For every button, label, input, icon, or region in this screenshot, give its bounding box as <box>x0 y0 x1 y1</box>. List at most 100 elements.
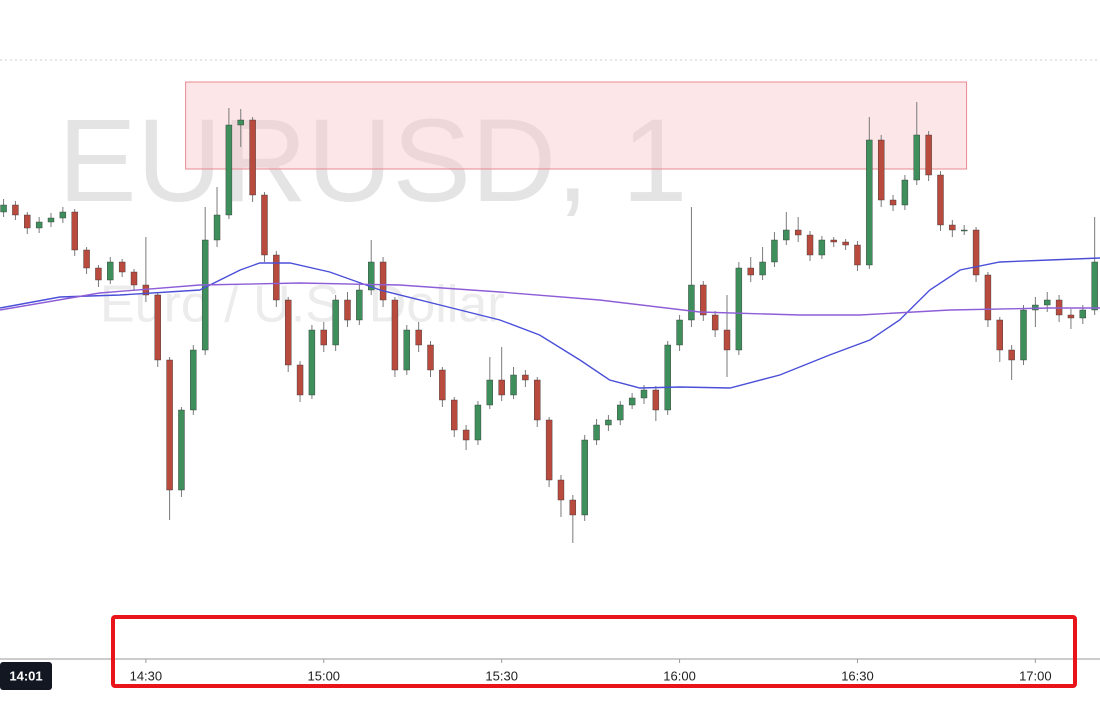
candle-body <box>747 267 754 276</box>
candle-body <box>427 344 434 371</box>
crosshair-label: 14:01 <box>9 668 42 683</box>
candle-body <box>1032 304 1039 311</box>
candle-body <box>877 139 885 201</box>
x-tick-label: 15:00 <box>308 668 341 683</box>
candle-body <box>569 499 577 516</box>
candle-body <box>771 239 778 263</box>
moving-average <box>0 257 1100 389</box>
candle-body <box>1044 299 1051 306</box>
time-axis: 14:30 15:00 15:30 16:00 16:30 17:00 <box>130 659 1052 683</box>
candle-body <box>213 214 221 241</box>
candle-body <box>664 344 671 411</box>
candle-body <box>344 299 351 321</box>
candle-body <box>118 261 126 273</box>
candle-body <box>190 349 197 411</box>
candle-body <box>284 299 292 366</box>
crosshair-label-box <box>0 662 52 690</box>
candle-body <box>901 179 909 206</box>
candle-body <box>356 289 363 321</box>
candle-body <box>783 229 790 241</box>
candle-body <box>486 379 494 406</box>
highlight-box <box>111 615 1077 688</box>
candle-body <box>178 409 185 491</box>
candle-body <box>0 204 7 213</box>
candle-body <box>676 319 683 346</box>
candle-body <box>379 261 387 301</box>
candle-body <box>510 374 517 396</box>
candle-body <box>261 194 268 256</box>
candle-body <box>391 299 399 371</box>
x-tick-label: 14:30 <box>130 668 163 683</box>
candle-body <box>332 299 339 346</box>
plot-area <box>0 81 1100 543</box>
candle-body <box>984 274 992 321</box>
candle-body <box>818 239 826 256</box>
candle-body <box>557 479 565 501</box>
x-tick-label: 16:30 <box>841 668 874 683</box>
candle-body <box>24 214 31 229</box>
x-tick-label: 17:00 <box>1019 668 1052 683</box>
candle-body <box>1079 309 1087 319</box>
candle-body <box>854 244 861 266</box>
candle-body <box>605 419 612 426</box>
moving-average <box>0 282 1100 316</box>
candle-body <box>593 424 600 441</box>
candle-body <box>842 241 849 246</box>
candle-body <box>652 389 660 411</box>
candle-body <box>913 134 920 181</box>
candle-body <box>368 261 375 291</box>
candle-body <box>130 271 138 286</box>
candle-body <box>628 397 636 406</box>
candle-body <box>154 294 161 361</box>
candle-body <box>35 221 43 229</box>
candle-body <box>759 261 766 276</box>
candle-body <box>949 224 956 231</box>
watermark-symbol: EURUSD, 1 <box>58 95 687 227</box>
candle-body <box>237 119 244 126</box>
candle-body <box>308 329 316 396</box>
candle-body <box>225 124 233 216</box>
candle-body <box>107 261 114 281</box>
x-tick-label: 16:00 <box>663 668 696 683</box>
candle-body <box>961 229 968 232</box>
candle-body <box>451 399 458 431</box>
candle-body <box>866 139 873 266</box>
candle-body <box>972 229 980 276</box>
candle-body <box>830 239 837 243</box>
candle-body <box>273 254 280 301</box>
candle-body <box>498 379 505 396</box>
candle-body <box>249 119 256 196</box>
candle-body <box>415 329 422 346</box>
candle-body <box>201 239 209 351</box>
candle-body <box>534 379 541 421</box>
candle-body <box>735 267 743 351</box>
candle-body <box>889 199 897 206</box>
candle-body <box>806 234 814 256</box>
candle-body <box>522 374 529 381</box>
candle-body <box>403 329 410 371</box>
candle-body <box>439 369 446 401</box>
candle-body <box>12 204 19 216</box>
candle-body <box>1008 349 1015 361</box>
candle-body <box>794 229 802 236</box>
candle-body <box>937 174 944 226</box>
x-tick-label: 15:30 <box>485 668 518 683</box>
candle-body <box>71 211 78 251</box>
candle-body <box>47 217 55 223</box>
candle-body <box>462 429 470 441</box>
zone <box>185 81 968 170</box>
candle-body <box>640 389 648 399</box>
candle-body <box>617 404 624 421</box>
candle-body <box>711 314 719 331</box>
candle-body <box>1067 314 1075 319</box>
candle-body <box>925 134 932 176</box>
candle-body <box>59 211 67 219</box>
candle-body <box>95 267 102 281</box>
candle-body <box>581 439 588 516</box>
candle-body <box>166 359 173 491</box>
candle-body <box>474 404 482 441</box>
candle-body <box>320 329 327 346</box>
candle-body <box>83 249 90 269</box>
candle-body <box>688 284 695 321</box>
